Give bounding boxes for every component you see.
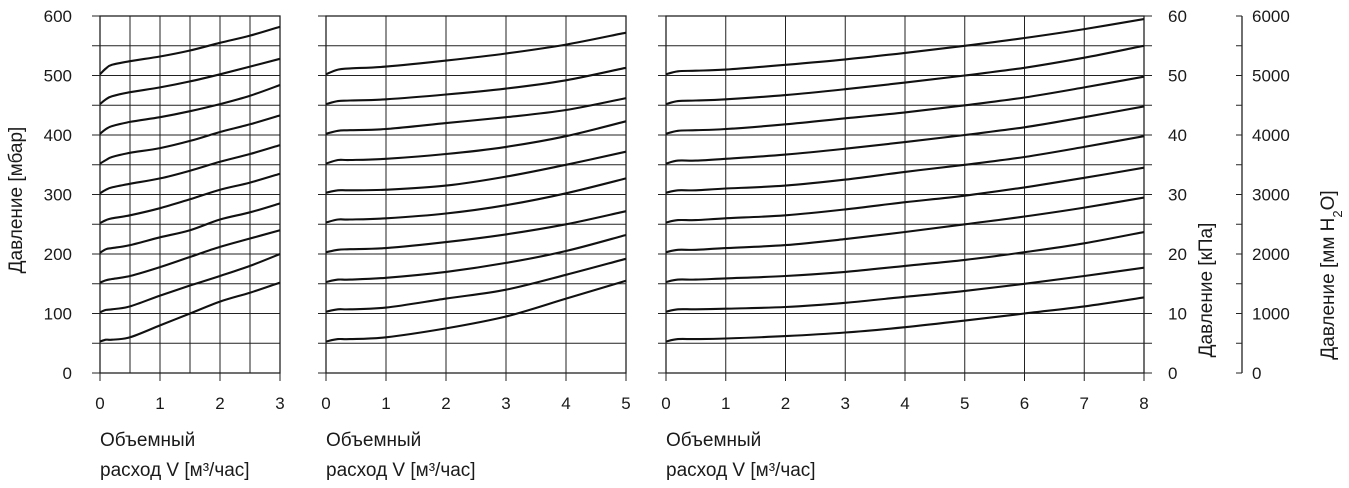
series-line-3 bbox=[325, 210, 627, 254]
y-axis-title-mm-h2o-end: O] bbox=[1318, 190, 1339, 210]
series-line-9 bbox=[325, 31, 627, 76]
series-line-2 bbox=[325, 233, 627, 284]
panel-flow-0-3: 0 1 2 3 0 100 200 300 400 500 600 Объемный расход V … bbox=[44, 7, 285, 481]
mm-tick-label: 3000 bbox=[1252, 186, 1290, 205]
series-line-7 bbox=[665, 75, 1145, 135]
x-tick-label: 5 bbox=[960, 394, 969, 413]
mm-tick-label: 1000 bbox=[1252, 305, 1290, 324]
series-line-6 bbox=[665, 105, 1145, 165]
series-line-4 bbox=[325, 177, 627, 224]
x-tick-label: 3 bbox=[501, 394, 510, 413]
kpa-tick-label: 40 bbox=[1168, 126, 1187, 145]
series-line-0 bbox=[99, 281, 281, 343]
y-axis-title-mm-h2o-main: Давление [мм H bbox=[1318, 218, 1339, 360]
kpa-tick-label: 10 bbox=[1168, 305, 1187, 324]
x-tick-label: 4 bbox=[561, 394, 570, 413]
x-tick-label: 3 bbox=[275, 394, 284, 413]
y-axis-title-kpa: Давление [кПа] bbox=[1196, 223, 1217, 358]
x-axis-title-line2: расход V [м³/час] bbox=[326, 460, 476, 481]
series-line-5 bbox=[665, 135, 1145, 194]
kpa-tick-label: 60 bbox=[1168, 7, 1187, 26]
x-tick-label: 8 bbox=[1139, 394, 1148, 413]
secondary-axis-kpa: 0 10 20 30 40 50 60 bbox=[1144, 7, 1187, 383]
series-line-1 bbox=[665, 266, 1145, 313]
kpa-tick-label: 20 bbox=[1168, 245, 1187, 264]
mm-tick-label: 6000 bbox=[1252, 7, 1290, 26]
series-line-6 bbox=[99, 114, 281, 165]
x-tick-label: 1 bbox=[155, 394, 164, 413]
panel-flow-0-5: 0 1 2 3 4 5 Объемный расход V [м³/час] bbox=[318, 15, 631, 481]
x-axis-title-line1: Объемный bbox=[326, 430, 421, 451]
panel-flow-0-8: 0 1 2 3 4 5 6 7 8 Объемный расход V [м³/час] bbox=[658, 15, 1149, 481]
y-tick-label: 300 bbox=[44, 186, 72, 205]
series-line-4 bbox=[99, 172, 281, 225]
x-tick-label: 5 bbox=[621, 394, 630, 413]
series-line-6 bbox=[325, 120, 627, 165]
y-axis-title-mbar: Давление [мбар] bbox=[6, 127, 27, 274]
y-tick-label: 500 bbox=[44, 67, 72, 86]
series-line-9 bbox=[99, 25, 281, 76]
series-line-9 bbox=[665, 17, 1145, 76]
x-axis-title-line2: расход V [м³/час] bbox=[666, 460, 816, 481]
series-line-8 bbox=[99, 57, 281, 105]
x-tick-label: 0 bbox=[321, 394, 330, 413]
y-axis-title-mm-h2o: Давление [мм H2O] bbox=[1318, 190, 1345, 359]
y-tick-label: 400 bbox=[44, 126, 72, 145]
x-tick-label: 4 bbox=[900, 394, 909, 413]
x-tick-label: 7 bbox=[1080, 394, 1089, 413]
series-line-2 bbox=[99, 229, 281, 284]
y-tick-label: 600 bbox=[44, 7, 72, 26]
x-tick-label: 1 bbox=[381, 394, 390, 413]
y-tick-label: 200 bbox=[44, 245, 72, 264]
secondary-axis-mm-h2o: 0 1000 2000 3000 4000 5000 6000 bbox=[1236, 7, 1290, 383]
kpa-tick-label: 0 bbox=[1168, 364, 1177, 383]
series-line-7 bbox=[325, 97, 627, 135]
mm-tick-label: 0 bbox=[1252, 364, 1261, 383]
kpa-tick-label: 50 bbox=[1168, 67, 1187, 86]
series-line-7 bbox=[99, 84, 281, 135]
kpa-tick-label: 30 bbox=[1168, 186, 1187, 205]
x-tick-label: 0 bbox=[661, 394, 670, 413]
x-tick-label: 3 bbox=[841, 394, 850, 413]
x-tick-label: 2 bbox=[781, 394, 790, 413]
series-line-1 bbox=[99, 253, 281, 314]
x-tick-label: 1 bbox=[721, 394, 730, 413]
series-line-3 bbox=[665, 196, 1145, 254]
series-line-0 bbox=[665, 296, 1145, 343]
mm-tick-label: 2000 bbox=[1252, 245, 1290, 264]
x-tick-label: 2 bbox=[215, 394, 224, 413]
series-line-8 bbox=[665, 44, 1145, 106]
x-tick-label: 6 bbox=[1020, 394, 1029, 413]
x-tick-label: 2 bbox=[441, 394, 450, 413]
series-line-0 bbox=[325, 279, 627, 343]
mm-tick-label: 4000 bbox=[1252, 126, 1290, 145]
series-line-3 bbox=[99, 202, 281, 254]
series-line-2 bbox=[665, 230, 1145, 284]
series-line-4 bbox=[665, 166, 1145, 224]
x-axis-title-line1: Объемный bbox=[100, 430, 195, 451]
series-line-1 bbox=[325, 257, 627, 313]
mm-tick-label: 5000 bbox=[1252, 67, 1290, 86]
y-axis-title-mm-h2o-sub: 2 bbox=[1330, 210, 1345, 217]
y-tick-label: 100 bbox=[44, 305, 72, 324]
series-line-8 bbox=[325, 66, 627, 106]
x-axis-title-line2: расход V [м³/час] bbox=[100, 460, 250, 481]
x-axis-title-line1: Объемный bbox=[666, 430, 761, 451]
y-tick-label: 0 bbox=[63, 364, 72, 383]
series-line-5 bbox=[325, 150, 627, 194]
x-tick-label: 0 bbox=[95, 394, 104, 413]
series-line-5 bbox=[99, 144, 281, 195]
